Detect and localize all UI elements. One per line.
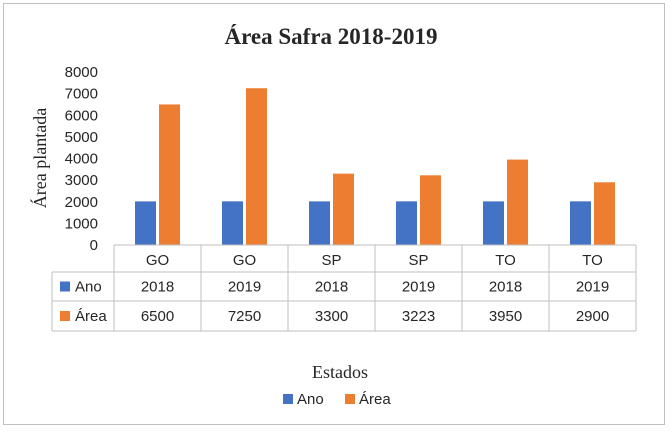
y-tick-label: 6000: [65, 107, 98, 124]
y-tick-label: 4000: [65, 151, 98, 168]
y-tick-label: 7000: [65, 86, 98, 103]
x-tick-label: SP: [408, 252, 428, 269]
x-tick-label: GO: [146, 252, 169, 269]
y-tick-label: 8000: [65, 64, 98, 81]
y-axis-label: Área plantada: [29, 108, 50, 208]
legend-label: Área: [359, 391, 391, 408]
x-tick-label: SP: [321, 252, 341, 269]
data-table-cell: 2019: [402, 279, 435, 296]
table-series-label: Ano: [75, 279, 102, 296]
plot-area: 0 1000 2000 3000 4000 5000 6000 7000 8000 GO GO SP S…: [51, 64, 637, 408]
y-tick-label: 3000: [65, 172, 98, 189]
legend-key: [283, 394, 293, 404]
bar-ano-5: [570, 201, 591, 245]
bar--rea-0: [159, 104, 180, 245]
x-tick-label: TO: [582, 252, 603, 269]
x-tick-label: GO: [233, 252, 256, 269]
table-legend-key: [60, 311, 70, 321]
bar-ano-3: [396, 201, 417, 245]
data-table-cell: 2019: [576, 279, 609, 296]
data-table-cell: 2018: [315, 279, 348, 296]
y-tick-label: 2000: [65, 194, 98, 211]
data-table-cell: 2018: [141, 279, 174, 296]
x-axis-label: Estados: [312, 362, 368, 382]
table-legend-key: [60, 281, 70, 292]
bar--rea-1: [246, 88, 267, 245]
bar--rea-3: [420, 175, 441, 245]
data-table-cell: 3950: [489, 308, 522, 325]
data-table-cell: 2019: [228, 279, 261, 296]
y-tick-label: 5000: [65, 129, 98, 146]
bar-ano-1: [222, 201, 243, 245]
bar--rea-2: [333, 173, 354, 245]
data-table-cell: 2018: [489, 279, 522, 296]
bar-ano-4: [483, 201, 504, 245]
bar--rea-4: [507, 159, 528, 245]
data-table-cell: 2900: [576, 308, 609, 325]
chart-title: Área Safra 2018-2019: [225, 24, 438, 49]
data-table-cell: 6500: [141, 308, 174, 325]
data-table-cell: 7250: [228, 308, 261, 325]
x-tick-label: TO: [495, 252, 516, 269]
data-table-cell: 3223: [402, 308, 435, 325]
y-tick-label: 0: [90, 237, 98, 254]
table-series-label: Área: [75, 308, 107, 325]
y-tick-label: 1000: [65, 215, 98, 232]
bar--rea-5: [594, 182, 615, 245]
bar-ano-0: [135, 201, 156, 245]
legend-key: [345, 394, 355, 404]
legend-label: Ano: [297, 391, 324, 408]
bar-ano-2: [309, 201, 330, 245]
data-table-cell: 3300: [315, 308, 348, 325]
